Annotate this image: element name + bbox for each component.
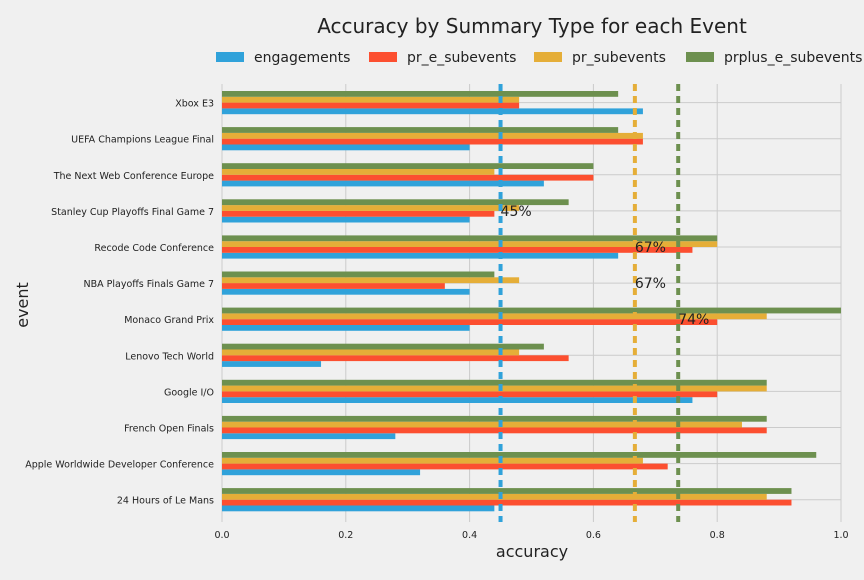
bar-prplus_e_subevents	[222, 343, 544, 350]
y-tick-label: UEFA Champions League Final	[71, 135, 214, 146]
y-tick-label: Lenovo Tech World	[125, 351, 214, 362]
bar-pr_e_subevents	[222, 499, 792, 506]
bar-prplus_e_subevents	[222, 163, 594, 169]
bars	[222, 91, 841, 512]
bar-pr_subevents	[222, 169, 495, 175]
y-tick-label: Apple Worldwide Developer Conference	[25, 460, 214, 471]
legend-label-pr_subevents: pr_subevents	[572, 50, 666, 66]
legend-label-pr_e_subevents: pr_e_subevents	[407, 50, 516, 66]
x-axis-label: accuracy	[496, 542, 568, 561]
bar-pr_e_subevents	[222, 138, 643, 145]
bar-engagements	[222, 252, 619, 259]
legend-label-prplus_e_subevents: prplus_e_subevents	[724, 50, 862, 66]
y-tick-label: Monaco Grand Prix	[124, 315, 214, 326]
bar-pr_subevents	[222, 96, 520, 103]
bar-engagements	[222, 144, 470, 151]
bar-prplus_e_subevents	[222, 307, 841, 314]
bar-pr_e_subevents	[222, 283, 445, 289]
y-tick-labels: Xbox E3 UEFA Champions League Final The Ne…	[25, 99, 214, 507]
bar-pr_subevents	[222, 277, 520, 284]
x-tick-labels: 0.0 0.2 0.4 0.6 0.8 1.0	[214, 530, 848, 541]
y-tick-label: Google I/O	[164, 387, 214, 398]
bar-pr_subevents	[222, 385, 767, 392]
y-tick-label: NBA Playoffs Finals Game 7	[84, 279, 215, 290]
bar-prplus_e_subevents	[222, 271, 495, 278]
bar-pr_e_subevents	[222, 102, 520, 109]
legend: engagements pr_e_subevents pr_subevents prp…	[216, 50, 862, 66]
bar-pr_e_subevents	[222, 355, 569, 362]
y-axis-label: event	[13, 282, 32, 328]
x-tick-label: 1.0	[833, 530, 848, 541]
y-tick-label: Stanley Cup Playoffs Final Game 7	[51, 207, 214, 218]
reference-line-label: 67%	[635, 276, 666, 292]
x-tick-label: 0.8	[710, 530, 725, 541]
reference-line-label: 45%	[501, 204, 532, 220]
bar-pr_e_subevents	[222, 463, 668, 470]
bar-engagements	[222, 325, 470, 331]
reference-lines: 45% 67% 67% 74%	[498, 84, 709, 522]
y-tick-label: Xbox E3	[175, 99, 214, 110]
bar-prplus_e_subevents	[222, 488, 792, 494]
y-tick-label: French Open Finals	[124, 424, 214, 435]
bar-prplus_e_subevents	[222, 415, 767, 422]
bar-prplus_e_subevents	[222, 452, 817, 458]
bar-pr_subevents	[222, 457, 643, 464]
x-tick-label: 0.0	[214, 530, 229, 541]
bar-engagements	[222, 288, 470, 295]
legend-swatch-pr_subevents	[534, 52, 562, 62]
bar-pr_e_subevents	[222, 319, 718, 325]
bar-engagements	[222, 361, 322, 367]
bar-pr_subevents	[222, 241, 718, 247]
bar-prplus_e_subevents	[222, 127, 619, 133]
bar-pr_e_subevents	[222, 247, 693, 253]
bar-engagements	[222, 469, 421, 476]
bar-pr_subevents	[222, 205, 520, 211]
x-tick-label: 0.2	[338, 530, 353, 541]
bar-pr_subevents	[222, 493, 767, 500]
legend-swatch-pr_e_subevents	[369, 52, 397, 62]
bar-engagements	[222, 180, 544, 187]
chart-title: Accuracy by Summary Type for each Event	[317, 14, 747, 38]
bar-engagements	[222, 505, 495, 512]
bar-pr_subevents	[222, 313, 767, 320]
legend-swatch-prplus_e_subevents	[686, 52, 714, 62]
bar-engagements	[222, 108, 643, 115]
bar-prplus_e_subevents	[222, 379, 767, 386]
y-tick-label: The Next Web Conference Europe	[53, 171, 214, 182]
bar-pr_subevents	[222, 421, 742, 428]
x-tick-label: 0.6	[586, 530, 601, 541]
legend-swatch-engagements	[216, 52, 244, 62]
bar-pr_subevents	[222, 349, 520, 356]
bar-pr_e_subevents	[222, 174, 594, 181]
x-tick-label: 0.4	[462, 530, 477, 541]
bar-pr_e_subevents	[222, 210, 495, 217]
bar-engagements	[222, 433, 396, 440]
bar-pr_e_subevents	[222, 391, 718, 398]
bar-engagements	[222, 397, 693, 403]
bar-prplus_e_subevents	[222, 199, 569, 206]
y-tick-label: Recode Code Conference	[94, 243, 214, 254]
legend-label-engagements: engagements	[254, 50, 350, 66]
reference-line-label: 74%	[678, 312, 709, 328]
reference-line-label: 67%	[635, 240, 666, 256]
bar-prplus_e_subevents	[222, 235, 718, 242]
bar-engagements	[222, 216, 470, 223]
bar-pr_subevents	[222, 132, 643, 139]
bar-pr_e_subevents	[222, 427, 767, 434]
bar-prplus_e_subevents	[222, 91, 619, 97]
y-tick-label: 24 Hours of Le Mans	[117, 496, 214, 507]
